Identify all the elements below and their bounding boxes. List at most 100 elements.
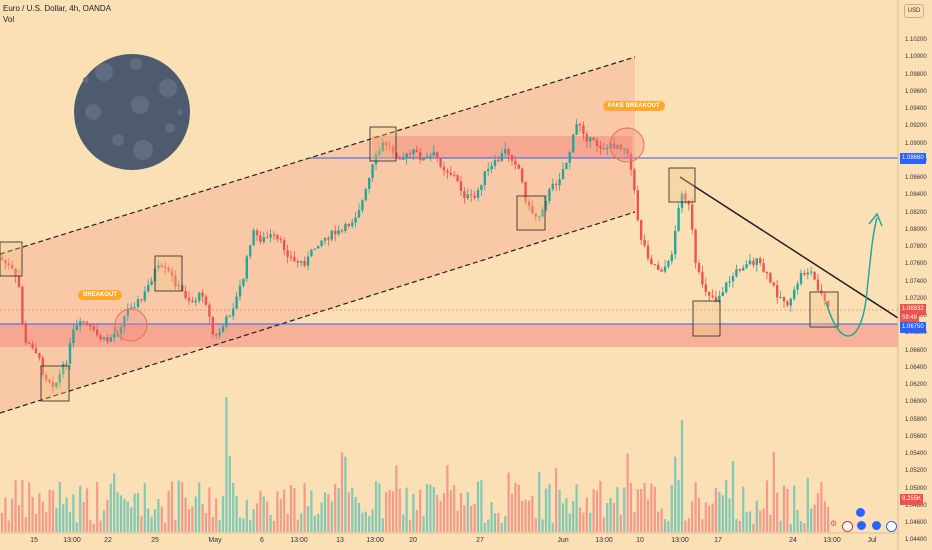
price-tick: 1.05000 (905, 485, 927, 492)
candle-body (323, 237, 327, 241)
candle-body (92, 326, 95, 330)
candle-body (266, 237, 269, 239)
symbol-title[interactable]: Euro / U.S. Dollar, 4h, OANDA (3, 4, 112, 13)
candle-body (96, 329, 99, 336)
candle-body (782, 297, 786, 302)
volume-bar (31, 496, 34, 532)
candle-body (211, 316, 214, 335)
channel-lower-line[interactable] (0, 211, 636, 414)
volume-bar (296, 519, 299, 532)
price-tick: 1.04400 (905, 537, 927, 544)
volume-bar (194, 496, 197, 532)
candle-body (364, 188, 367, 201)
box-5[interactable] (516, 195, 546, 231)
volume-bars (0, 397, 830, 532)
fake-breakout-badge[interactable]: FAKE BREAKOUT (603, 101, 665, 111)
volume-bar (636, 489, 639, 532)
channel-upper-line[interactable] (0, 56, 636, 255)
time-tick: 10 (636, 537, 644, 544)
candle-body (408, 153, 412, 155)
volume-bar (439, 501, 442, 532)
volume-bar (507, 472, 510, 532)
event-flag-icon[interactable] (856, 508, 865, 517)
volume-bar (354, 497, 357, 532)
price-tick: 1.06400 (905, 364, 927, 371)
volume-indicator-label[interactable]: Vol (3, 15, 15, 24)
volume-bar (38, 493, 41, 532)
candle-body (463, 190, 466, 199)
volume-bar (612, 503, 616, 532)
currency-button[interactable]: USD (904, 4, 924, 18)
volume-bar (28, 482, 31, 532)
volume-bar (174, 520, 177, 532)
volume-bar (412, 493, 415, 532)
candle-body (170, 271, 174, 276)
currency-icon[interactable] (842, 521, 853, 532)
breakout-circle[interactable] (114, 308, 148, 342)
candle-body (646, 245, 650, 259)
time-tick: 13:00 (63, 537, 81, 544)
candle-body (7, 263, 10, 266)
volume-bar (663, 519, 667, 532)
time-tick: 13:00 (290, 537, 308, 544)
candle-body (330, 230, 333, 240)
volume-bar (694, 482, 697, 532)
box-3[interactable] (154, 255, 183, 292)
candle-body (565, 162, 568, 170)
volume-bar (116, 492, 119, 532)
box-7[interactable] (692, 300, 721, 337)
candle-body (38, 353, 41, 358)
box-1[interactable] (0, 241, 23, 277)
candle-body (164, 266, 167, 269)
projection-arrowhead (868, 212, 883, 227)
volume-bar (279, 499, 282, 532)
volume-bar (799, 521, 803, 532)
volume-bar (164, 522, 167, 532)
settings-icon[interactable]: ⚙ (830, 519, 838, 528)
volume-bar (544, 488, 548, 532)
volume-bar (585, 497, 588, 532)
breakout-badge[interactable]: BREAKOUT (78, 290, 122, 300)
candle-body (204, 296, 208, 305)
last-price-label: 1.06932 (900, 304, 926, 315)
volume-bar (476, 481, 480, 532)
volume-bar (405, 487, 408, 532)
candle-body (41, 357, 44, 376)
candle-body (626, 149, 629, 154)
currency-icon[interactable] (857, 521, 866, 530)
candle-body (711, 295, 714, 297)
candle-body (769, 273, 772, 283)
volume-bar (204, 513, 208, 532)
fake-breakout-circle[interactable] (609, 127, 645, 163)
volume-bar (238, 517, 242, 532)
candle-body (779, 297, 782, 299)
support-zone (0, 324, 898, 347)
candle-body (670, 254, 673, 262)
candle-body (619, 145, 622, 150)
candle-body (85, 322, 89, 325)
price-tick: 1.07400 (905, 278, 927, 285)
volume-bar (531, 495, 534, 532)
volume-bar (558, 489, 561, 532)
candle-body (524, 181, 527, 202)
volume-bar (480, 480, 483, 532)
candle-body (636, 190, 639, 221)
box-6[interactable] (668, 167, 696, 203)
volume-bar (687, 518, 690, 532)
candle-body (748, 260, 752, 265)
box-4[interactable] (369, 126, 397, 162)
box-2[interactable] (40, 365, 70, 402)
projection-curve[interactable] (825, 217, 878, 337)
descending-trendline[interactable] (679, 176, 899, 319)
currency-icon[interactable] (886, 521, 897, 532)
volume-bar (456, 510, 459, 532)
candle-body (704, 284, 707, 292)
candle-body (310, 249, 313, 257)
volume-bar (92, 523, 95, 532)
volume-bar (68, 512, 72, 532)
currency-icon[interactable] (872, 521, 881, 530)
volume-bar (504, 516, 507, 532)
volume-bar (466, 492, 469, 532)
highlight-boxes (0, 126, 839, 402)
